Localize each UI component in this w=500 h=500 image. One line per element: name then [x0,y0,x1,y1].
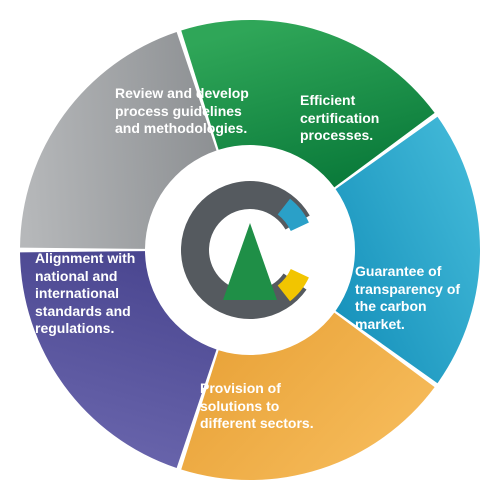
donut-svg [0,0,500,500]
circular-infographic: Review and develop process guidelines an… [0,0,500,500]
